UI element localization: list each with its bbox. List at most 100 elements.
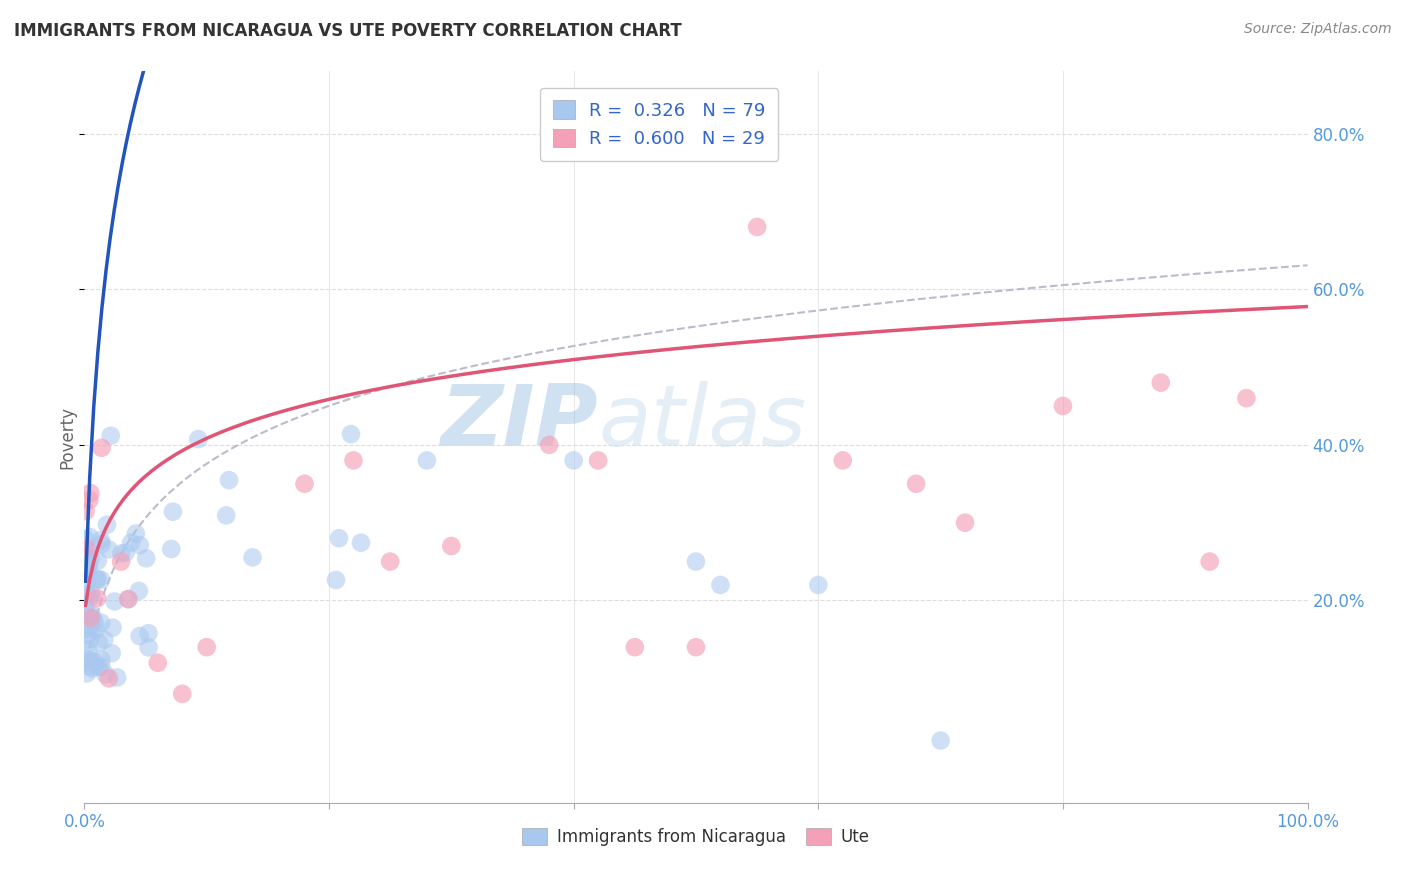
Point <box>294 476 316 491</box>
Point <box>80 551 103 566</box>
Point <box>128 538 150 552</box>
Point <box>138 640 160 655</box>
Text: atlas: atlas <box>598 381 806 464</box>
Point <box>90 573 112 587</box>
Point <box>325 573 347 587</box>
Point <box>83 615 105 630</box>
Point <box>128 584 150 599</box>
Point <box>242 550 264 565</box>
Point <box>75 649 97 664</box>
Point <box>685 555 707 569</box>
Point <box>350 535 373 549</box>
Point <box>90 615 112 630</box>
Point <box>82 661 104 675</box>
Point <box>100 646 122 660</box>
Point <box>80 607 103 622</box>
Point <box>1198 555 1220 569</box>
Point <box>328 531 350 545</box>
Point <box>685 640 707 655</box>
Point <box>79 530 101 544</box>
Point <box>416 453 439 467</box>
Point <box>117 592 139 607</box>
Point <box>90 659 112 673</box>
Point <box>187 432 209 446</box>
Point <box>77 659 100 673</box>
Point <box>90 653 112 667</box>
Point <box>76 574 98 589</box>
Text: ZIP: ZIP <box>440 381 598 464</box>
Point <box>90 441 112 455</box>
Point <box>77 544 100 558</box>
Point <box>125 526 148 541</box>
Point <box>120 535 142 549</box>
Point <box>87 660 110 674</box>
Point <box>440 539 463 553</box>
Point <box>340 427 363 442</box>
Legend: Immigrants from Nicaragua, Ute: Immigrants from Nicaragua, Ute <box>516 822 876 853</box>
Point <box>1236 391 1258 405</box>
Point <box>831 453 853 467</box>
Text: Source: ZipAtlas.com: Source: ZipAtlas.com <box>1244 22 1392 37</box>
Point <box>75 546 97 560</box>
Point <box>100 428 122 442</box>
Point <box>75 551 97 566</box>
Point <box>77 558 100 572</box>
Point <box>90 533 112 548</box>
Point <box>75 598 97 612</box>
Point <box>79 632 101 647</box>
Point <box>94 667 117 681</box>
Point <box>747 219 769 234</box>
Y-axis label: Poverty: Poverty <box>59 406 77 468</box>
Point <box>1150 376 1173 390</box>
Point <box>162 505 184 519</box>
Point <box>75 553 97 567</box>
Point <box>80 620 103 634</box>
Point <box>76 627 98 641</box>
Point <box>1052 399 1074 413</box>
Point <box>76 560 98 574</box>
Point <box>104 594 127 608</box>
Point <box>562 453 585 467</box>
Point <box>77 642 100 657</box>
Point <box>76 666 98 681</box>
Point <box>75 541 97 556</box>
Point <box>86 572 108 586</box>
Point <box>953 516 976 530</box>
Point <box>79 653 101 667</box>
Point <box>146 656 169 670</box>
Point <box>195 640 218 655</box>
Point <box>101 621 124 635</box>
Point <box>90 537 112 551</box>
Point <box>114 545 136 559</box>
Point <box>79 492 101 507</box>
Point <box>79 486 101 500</box>
Point <box>135 551 157 566</box>
Point <box>82 611 104 625</box>
Point <box>97 542 120 557</box>
Point <box>138 626 160 640</box>
Point <box>84 623 107 637</box>
Point <box>93 632 115 647</box>
Point <box>160 541 183 556</box>
Point <box>929 733 952 747</box>
Point <box>86 572 108 586</box>
Point <box>342 453 364 467</box>
Point <box>215 508 238 523</box>
Point <box>117 592 139 607</box>
Point <box>172 687 194 701</box>
Point <box>110 546 132 560</box>
Point <box>807 578 830 592</box>
Text: IMMIGRANTS FROM NICARAGUA VS UTE POVERTY CORRELATION CHART: IMMIGRANTS FROM NICARAGUA VS UTE POVERTY… <box>14 22 682 40</box>
Point <box>77 558 100 572</box>
Point <box>105 670 128 684</box>
Point <box>87 554 110 568</box>
Point <box>624 640 647 655</box>
Point <box>97 671 120 685</box>
Point <box>84 655 107 669</box>
Point <box>79 611 101 625</box>
Point <box>709 578 731 592</box>
Point <box>538 438 561 452</box>
Point <box>380 555 402 569</box>
Point <box>96 517 118 532</box>
Point <box>80 590 103 604</box>
